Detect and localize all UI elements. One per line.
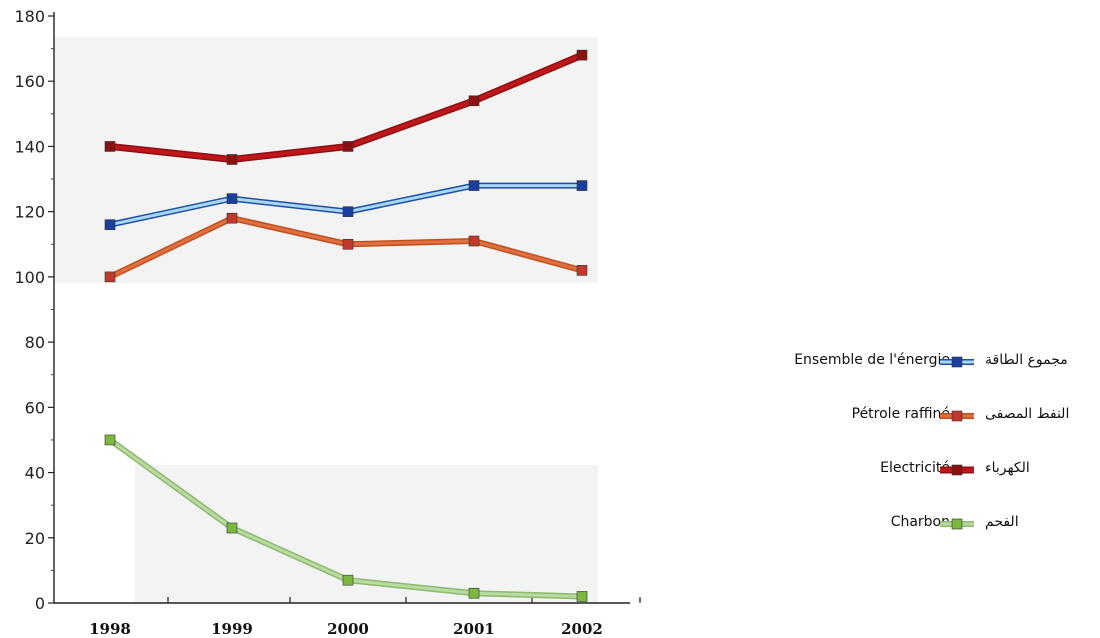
chart-axes <box>53 12 630 604</box>
data-point-marker <box>226 154 238 165</box>
y-tick-label: 160 <box>14 72 45 91</box>
data-point-marker <box>468 95 480 107</box>
y-tick-label: 0 <box>35 594 45 613</box>
legend-label-coal: Charbon <box>890 514 950 530</box>
legend-swatch-marker <box>951 464 963 476</box>
x-tick-label: 2000 <box>327 620 369 638</box>
x-tick-label: 1998 <box>89 620 131 638</box>
data-point-marker <box>468 180 480 191</box>
legend-item-refined-oil: Pétrole raffiné النفط المصفى <box>720 406 1090 460</box>
legend-swatch-marker <box>951 410 963 422</box>
data-point-marker <box>226 522 238 534</box>
data-point-marker <box>104 219 116 231</box>
legend-swatch-electricity <box>940 464 974 476</box>
x-axis-ticks: 1998 1999 2000 2001 2002 <box>89 597 641 638</box>
data-point-marker <box>104 271 116 283</box>
data-point-marker <box>576 265 588 276</box>
y-tick-label: 40 <box>25 464 45 483</box>
legend: Ensemble de l'énergie مجموع الطاقة Pétro… <box>720 352 1090 568</box>
data-point-marker <box>576 49 588 61</box>
data-point-marker <box>468 235 480 247</box>
y-tick-label: 20 <box>25 529 45 548</box>
legend-label-ar-total-energy: مجموع الطاقة <box>985 352 1068 368</box>
legend-swatch-coal <box>940 518 974 530</box>
legend-item-coal: Charbon الفحم <box>720 514 1090 568</box>
legend-item-electricity: Electricité الكهرباء <box>720 460 1090 514</box>
legend-swatch-total-energy <box>940 356 974 368</box>
legend-label-refined-oil: Pétrole raffiné <box>851 406 950 422</box>
data-point-marker <box>226 193 238 204</box>
legend-item-total-energy: Ensemble de l'énergie مجموع الطاقة <box>720 352 1090 406</box>
y-tick-label: 180 <box>14 7 45 26</box>
data-point-marker <box>104 141 116 152</box>
legend-label-electricity: Electricité <box>880 460 950 476</box>
legend-label-ar-refined-oil: النفط المصفى <box>985 406 1070 422</box>
y-tick-label: 140 <box>14 137 45 156</box>
upper-shaded-band <box>54 37 598 283</box>
data-point-marker <box>226 212 238 224</box>
y-tick-label: 100 <box>14 268 45 287</box>
legend-swatch-marker <box>951 356 963 368</box>
series-group <box>104 49 588 602</box>
x-tick-label: 1999 <box>211 620 253 638</box>
data-point-marker <box>342 206 354 217</box>
legend-label-ar-coal: الفحم <box>985 514 1019 530</box>
legend-swatch-refined-oil <box>940 410 974 422</box>
y-tick-label: 80 <box>25 333 45 352</box>
data-point-marker <box>468 587 480 599</box>
legend-label-ar-electricity: الكهرباء <box>985 460 1030 476</box>
data-point-marker <box>576 180 588 191</box>
y-tick-label: 120 <box>14 203 45 222</box>
data-point-marker <box>342 238 354 250</box>
legend-label-total-energy: Ensemble de l'énergie <box>794 352 950 368</box>
x-tick-label: 2002 <box>561 620 603 638</box>
data-point-marker <box>342 574 354 586</box>
data-point-marker <box>342 141 354 152</box>
x-tick-label: 2001 <box>453 620 495 638</box>
y-tick-label: 60 <box>25 398 45 417</box>
legend-swatch-marker <box>951 518 963 530</box>
data-point-marker <box>576 591 588 602</box>
data-point-marker <box>104 434 116 446</box>
y-axis-ticks: 0 20 40 60 80 100 120 140 160 180 <box>14 7 54 613</box>
